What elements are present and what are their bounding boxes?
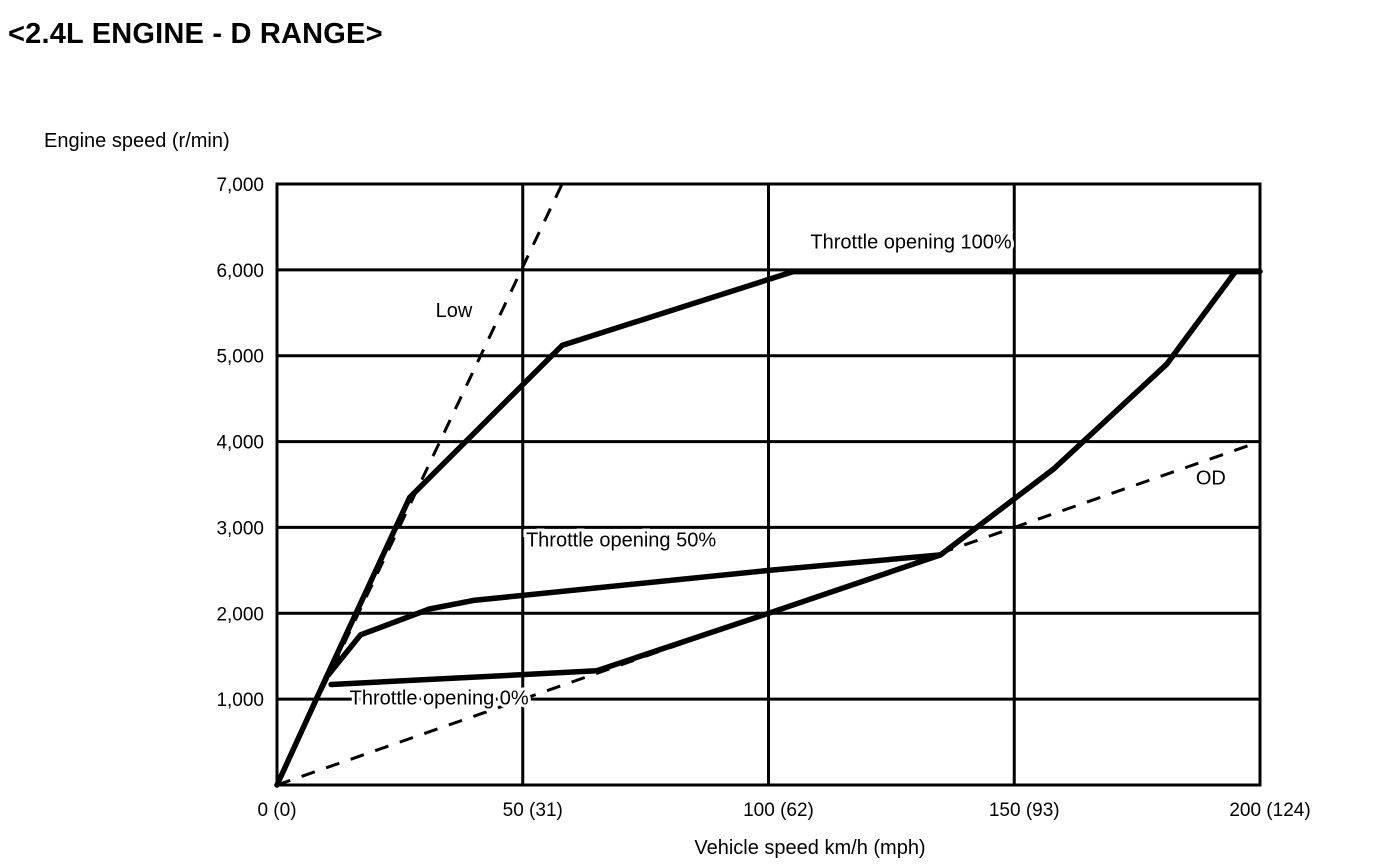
x-tick-label: 200 (124) — [1229, 800, 1310, 821]
series-line-throttle-opening-0 — [328, 552, 944, 688]
series-line-low — [275, 183, 564, 786]
annotation-label: Throttle opening 50% — [526, 529, 716, 551]
y-tick-label: 1,000 — [216, 690, 264, 711]
series-line-throttle-opening-50 — [323, 268, 1239, 681]
annotation-label: Throttle opening 0% — [350, 687, 529, 709]
x-tick-label: 100 (62) — [743, 800, 814, 821]
series-line-throttle-opening-100 — [274, 268, 1263, 788]
annotation-label: Low — [436, 300, 473, 322]
x-tick-label: 0 (0) — [257, 800, 296, 821]
y-tick-label: 3,000 — [216, 518, 264, 539]
series-group — [274, 183, 1263, 788]
series-line-od — [276, 440, 1261, 787]
x-axis-label: Vehicle speed km/h (mph) — [694, 837, 925, 859]
y-tick-label: 6,000 — [216, 261, 264, 282]
y-tick-label: 2,000 — [216, 604, 264, 625]
y-tick-label: 4,000 — [216, 433, 264, 454]
x-tick-label: 50 (31) — [503, 800, 563, 821]
y-axis-label: Engine speed (r/min) — [44, 130, 230, 152]
x-tick-label: 150 (93) — [989, 800, 1060, 821]
label-group: Throttle opening 100% Throttle opening 50… — [347, 228, 1229, 712]
y-tick-label: 7,000 — [216, 175, 264, 196]
annotation-label: OD — [1196, 468, 1226, 490]
chart-title: <2.4L ENGINE - D RANGE> — [8, 18, 383, 50]
annotation-label: Throttle opening 100% — [810, 231, 1011, 253]
y-tick-label: 5,000 — [216, 347, 264, 368]
grid-lines: 1,000 2,000 3,000 4,000 5,000 6,000 7,000 0 (0)… — [216, 175, 1310, 821]
